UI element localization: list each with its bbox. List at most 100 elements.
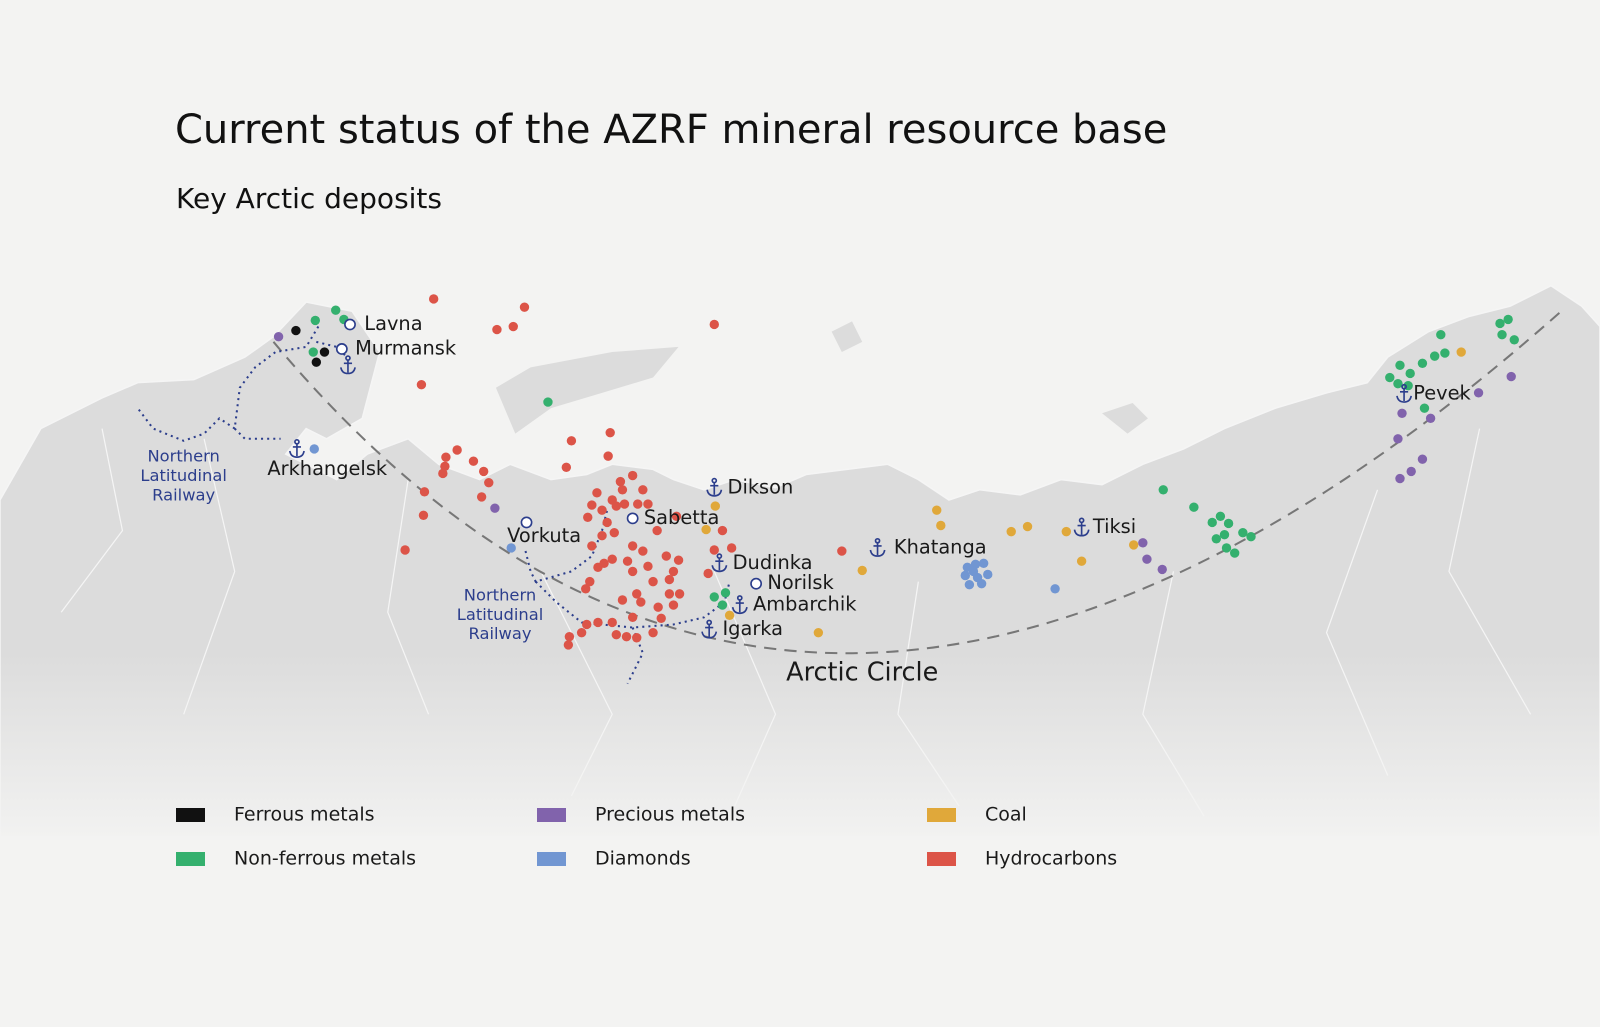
- deposit-dot: [1497, 329, 1507, 340]
- deposit-dot: [1061, 526, 1072, 537]
- deposit-dot: [319, 347, 330, 357]
- port-icon-body: [288, 443, 305, 458]
- deposit-dot: [653, 602, 663, 612]
- deposit-dot: [720, 588, 731, 598]
- deposit-dot: [1142, 554, 1152, 564]
- deposit-dot: [1393, 378, 1403, 389]
- deposit-dot: [484, 477, 494, 488]
- deposit-dot: [1128, 540, 1139, 550]
- deposit-dot: [440, 461, 450, 472]
- deposit-dot: [632, 589, 642, 599]
- port-icon: [1073, 517, 1090, 537]
- deposit-dot: [597, 531, 607, 541]
- legend-swatch: [176, 808, 205, 822]
- legend-label: Diamonds: [595, 848, 691, 870]
- deposit-dot: [309, 444, 319, 454]
- port-icon: [869, 537, 886, 557]
- deposit-dot: [968, 566, 979, 577]
- port-icon-body: [1396, 388, 1413, 403]
- place-label: Murmansk: [355, 336, 457, 359]
- deposit-dot: [593, 562, 603, 573]
- deposit-dot: [438, 468, 448, 479]
- deposit-dot: [701, 524, 711, 535]
- deposit-dot: [1417, 358, 1428, 368]
- land: [495, 346, 679, 434]
- place-label: Vorkuta: [507, 524, 581, 547]
- deposit-dot: [970, 559, 981, 569]
- deposit-dot: [813, 627, 824, 638]
- port-icon-body: [869, 542, 886, 557]
- deposit-dot: [638, 546, 648, 556]
- deposit-dot: [978, 558, 989, 568]
- deposit-dot: [1417, 454, 1428, 464]
- legend-swatch: [176, 852, 205, 866]
- deposit-dot: [1495, 318, 1505, 329]
- fade: [0, 653, 1600, 847]
- deposit-dot: [1158, 485, 1168, 495]
- deposit-dot: [648, 576, 658, 587]
- deposit-dot: [291, 325, 301, 336]
- deposit-dot: [416, 379, 427, 390]
- port-icon-ring: [711, 477, 718, 484]
- deposit-dot: [621, 632, 632, 642]
- deposit-dot: [1395, 473, 1405, 484]
- deposit-dot: [652, 525, 662, 536]
- deposit-dot: [1050, 584, 1060, 594]
- railway: [136, 326, 731, 685]
- deposit-dot: [476, 492, 487, 502]
- deposit-dot: [673, 555, 684, 565]
- deposit-dot: [1506, 371, 1516, 382]
- deposit-dot: [519, 302, 530, 312]
- deposit-dot: [561, 462, 572, 473]
- deposit-dot: [717, 525, 728, 536]
- deposit-dot: [331, 305, 341, 315]
- deposit-dot: [607, 554, 617, 564]
- deposit-dot: [1006, 526, 1016, 537]
- deposit-dot: [583, 512, 593, 523]
- deposit-dot: [1238, 527, 1248, 538]
- deposit-dot: [710, 501, 720, 511]
- legend-swatch: [927, 852, 956, 866]
- legend-swatch: [537, 808, 566, 822]
- deposit-dot: [607, 617, 617, 628]
- deposit-dot: [633, 499, 643, 509]
- port-icon-body: [340, 360, 356, 375]
- deposit-dot: [960, 570, 970, 581]
- deposit-dot: [1138, 538, 1148, 548]
- deposit-dot: [656, 613, 666, 624]
- deposit-dot: [1385, 372, 1395, 383]
- deposit-dot: [671, 511, 682, 522]
- deposit-dot: [1473, 388, 1484, 398]
- port-icon: [340, 355, 356, 375]
- deposit-dot: [857, 565, 867, 576]
- deposit-dot: [1456, 347, 1466, 357]
- deposit-dot: [627, 541, 638, 551]
- deposit-dot: [452, 445, 462, 455]
- deposit-dot: [1207, 517, 1217, 528]
- deposit-dot: [419, 487, 430, 497]
- port-icon-body: [731, 599, 748, 615]
- deposit-dot: [587, 541, 597, 551]
- deposit-dot: [837, 546, 847, 556]
- deposit-dot: [1397, 408, 1407, 418]
- port-icon: [731, 595, 748, 615]
- deposit-dot: [563, 640, 574, 650]
- place-label: Sabetta: [644, 506, 719, 529]
- deposit-dot: [308, 347, 318, 357]
- deposit-dot: [983, 569, 993, 580]
- deposit-dot: [617, 485, 628, 495]
- deposit-dot: [668, 566, 679, 577]
- deposit-dot: [593, 617, 603, 628]
- railway-label: Northern: [147, 447, 219, 466]
- port-icon-body: [711, 558, 728, 573]
- city-marker: [626, 512, 639, 525]
- place-label: Igarka: [722, 617, 783, 640]
- deposit-dot: [587, 500, 597, 510]
- port-icon: [711, 553, 728, 573]
- legend-label: Ferrous metals: [234, 804, 375, 826]
- port-icon-body: [701, 624, 718, 639]
- deposit-dot: [1393, 434, 1403, 444]
- deposit-dot: [627, 566, 638, 577]
- deposit-dot: [273, 332, 284, 342]
